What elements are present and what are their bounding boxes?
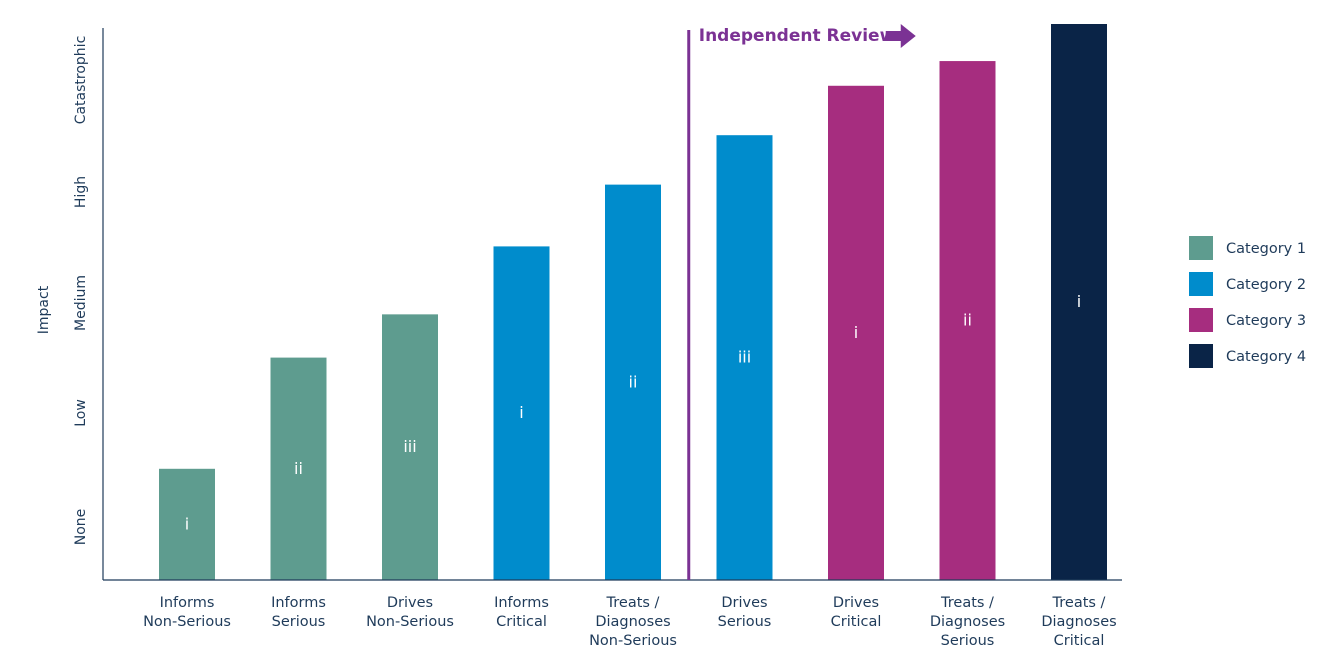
legend-swatch [1189, 236, 1213, 260]
bar-label: i [519, 403, 523, 422]
x-category-label: Informs Non-Serious [143, 595, 231, 630]
x-category-label: Treats / Diagnoses Serious [930, 595, 1005, 649]
bar-label: ii [963, 311, 972, 330]
bar [270, 357, 327, 580]
x-category-label: Informs Serious [271, 595, 326, 630]
bar-label: ii [629, 372, 638, 391]
x-category-label: Drives Non-Serious [366, 595, 454, 630]
legend-swatch [1189, 272, 1213, 296]
legend-swatch [1189, 308, 1213, 332]
bar [716, 135, 773, 580]
x-category-label: Treats / Diagnoses Critical [1041, 595, 1116, 649]
legend: Category 1 Category 2 Category 3 Category 4 [1189, 236, 1306, 368]
x-category-label: Informs Critical [494, 595, 549, 630]
y-axis-title: Impact [36, 285, 52, 334]
y-axis-title-text: Impact [36, 285, 52, 334]
legend-label: Category 1 [1226, 241, 1306, 257]
bar-label: iii [738, 348, 751, 367]
legend-swatch [1189, 344, 1213, 368]
x-category-labels: Informs Non-Serious Informs Serious Drives No… [143, 595, 1117, 649]
x-category-label: Drives Serious [718, 595, 772, 630]
y-tick-label: None [73, 509, 89, 546]
bar-label: iii [403, 437, 416, 456]
independent-review-label: Independent Review [699, 26, 896, 46]
bar [382, 314, 438, 580]
bar [493, 246, 550, 580]
y-tick-labels: None Low Medium High Catastrophic [73, 36, 89, 546]
bar [939, 61, 996, 581]
bar [1051, 24, 1107, 580]
x-category-label: Drives Critical [831, 595, 882, 630]
bar-label: ii [294, 459, 303, 478]
axes [102, 28, 1122, 581]
arrow-right-icon [885, 24, 916, 48]
y-tick-label: Medium [73, 275, 89, 331]
bar-label: i [854, 323, 858, 342]
y-tick-label: Catastrophic [73, 36, 89, 125]
legend-label: Category 2 [1226, 277, 1306, 293]
bar [605, 184, 661, 580]
y-tick-label: High [73, 176, 89, 208]
bar-label: i [1077, 292, 1081, 311]
x-category-label: Treats / Diagnoses Non-Serious [589, 595, 677, 649]
bar [828, 85, 884, 581]
bar [159, 468, 215, 580]
legend-label: Category 3 [1226, 313, 1306, 329]
y-tick-label: Low [73, 399, 89, 427]
bar-label: i [185, 514, 189, 533]
independent-review-annotation: Independent Review [687, 24, 916, 580]
legend-label: Category 4 [1226, 349, 1306, 365]
